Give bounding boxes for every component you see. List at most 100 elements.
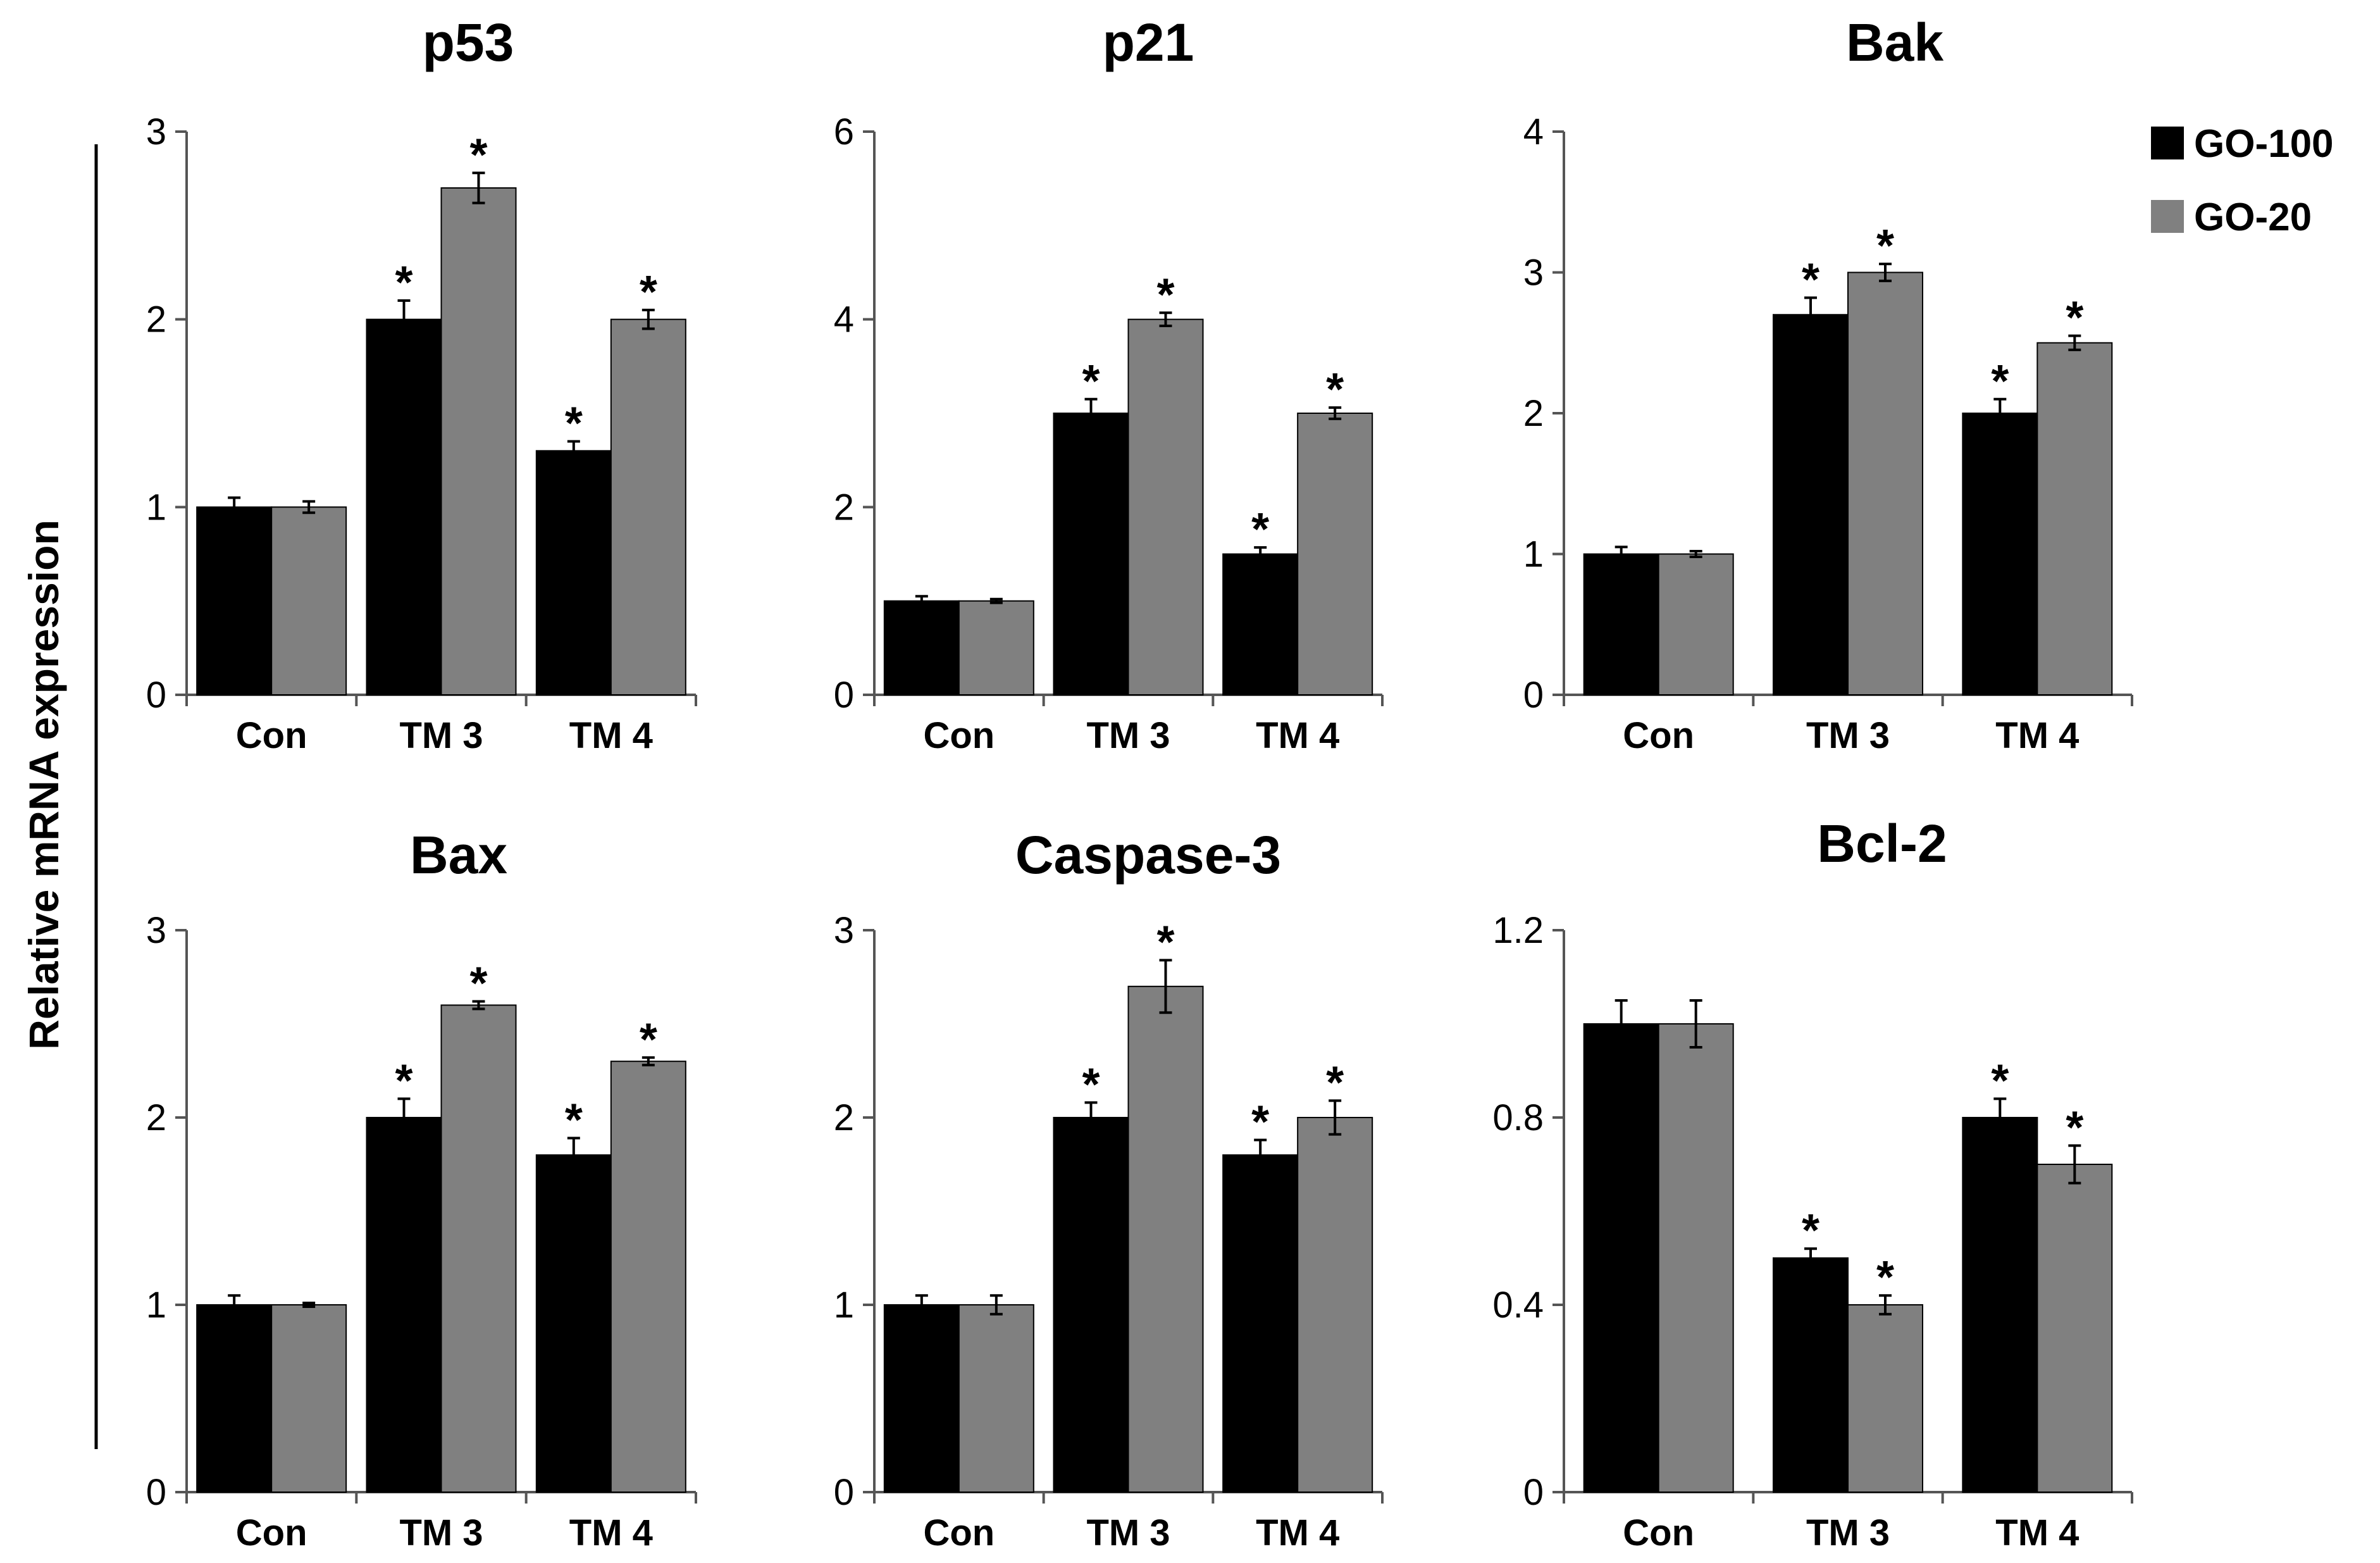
significance-marker: * bbox=[565, 399, 583, 449]
bar-go-100-tm-4 bbox=[1962, 413, 2038, 695]
bar-go-100-tm-4 bbox=[535, 1154, 612, 1493]
bar-go-20-tm-3 bbox=[1847, 271, 1923, 695]
y-tick-label: 2 bbox=[1523, 393, 1544, 434]
y-axis-label: Relative mRNA expression bbox=[20, 520, 67, 1050]
chart-panel-p21: p21 0 2 4 6 Con TM 3 * * TM 4 * * bbox=[834, 13, 1384, 756]
x-tick-label: TM 4 bbox=[1995, 715, 2079, 756]
y-tick-label: 0 bbox=[834, 675, 854, 716]
panel-title: Bax bbox=[410, 825, 507, 885]
y-tick-label: 2 bbox=[834, 487, 854, 528]
bar-go-20-tm-4 bbox=[2036, 342, 2113, 695]
legend-swatch-go-20 bbox=[2151, 200, 2184, 233]
bar-go-20-tm-3 bbox=[1127, 985, 1204, 1493]
x-tick-label: Con bbox=[236, 1512, 307, 1554]
x-tick-label: TM 4 bbox=[569, 715, 653, 756]
significance-marker: * bbox=[1082, 1059, 1100, 1110]
legend-label-go-20: GO-20 bbox=[2194, 196, 2312, 239]
significance-marker: * bbox=[1991, 356, 2009, 407]
y-tick-label: 1 bbox=[146, 487, 166, 528]
chart-panel-caspase-3: Caspase-3 0 1 2 3 Con TM 3 * * TM 4 * * bbox=[834, 825, 1384, 1554]
significance-marker: * bbox=[1802, 1205, 1819, 1256]
bar-go-20-tm-3 bbox=[440, 187, 517, 695]
x-tick-label: Con bbox=[923, 715, 995, 756]
bar-go-100-tm-3 bbox=[1773, 314, 1849, 695]
y-tick-label: 0 bbox=[1523, 675, 1544, 716]
legend-label-go-100: GO-100 bbox=[2194, 122, 2334, 166]
significance-marker: * bbox=[640, 267, 657, 318]
y-tick-label: 3 bbox=[146, 910, 166, 951]
y-tick-label: 1 bbox=[1523, 534, 1544, 575]
bar-go-100-con bbox=[1583, 1023, 1659, 1493]
significance-marker: * bbox=[1326, 1057, 1344, 1108]
panel-title: Bak bbox=[1846, 13, 1943, 72]
bar-go-100-tm-4 bbox=[535, 450, 612, 695]
bar-go-100-tm-4 bbox=[1222, 553, 1299, 695]
significance-marker: * bbox=[1991, 1055, 2009, 1106]
y-tick-label: 1.2 bbox=[1492, 910, 1544, 951]
x-tick-label: TM 4 bbox=[569, 1512, 653, 1554]
x-tick-label: Con bbox=[1623, 715, 1694, 756]
bar-go-100-con bbox=[883, 600, 960, 696]
y-tick-label: 0.8 bbox=[1492, 1097, 1544, 1138]
chart-panels: p53 0 1 2 3 Con TM 3 * * TM 4 * * p21 0 2 4 6 Con TM 3 * * TM… bbox=[146, 13, 2133, 1554]
x-tick-label: TM 3 bbox=[1086, 1512, 1170, 1554]
significance-marker: * bbox=[395, 1055, 412, 1106]
y-tick-label: 3 bbox=[1523, 252, 1544, 294]
significance-marker: * bbox=[565, 1095, 583, 1146]
bar-go-20-con bbox=[958, 1304, 1034, 1493]
bar-go-20-con bbox=[1658, 1023, 1734, 1493]
bar-go-100-tm-3 bbox=[366, 318, 442, 695]
significance-marker: * bbox=[1876, 221, 1894, 271]
bar-go-20-tm-4 bbox=[610, 318, 686, 695]
significance-marker: * bbox=[1802, 255, 1819, 306]
bar-go-20-tm-4 bbox=[1297, 413, 1373, 695]
bar-go-100-con bbox=[1583, 553, 1659, 695]
bar-go-20-tm-4 bbox=[610, 1061, 686, 1493]
bar-go-20-tm-3 bbox=[440, 1004, 517, 1493]
y-tick-label: 1 bbox=[146, 1285, 166, 1326]
y-tick-label: 3 bbox=[834, 910, 854, 951]
bar-go-20-tm-4 bbox=[2036, 1164, 2113, 1493]
significance-marker: * bbox=[2066, 293, 2083, 344]
x-tick-label: TM 3 bbox=[399, 715, 483, 756]
x-tick-label: Con bbox=[236, 715, 307, 756]
bar-go-100-con bbox=[196, 1304, 273, 1493]
y-tick-label: 0 bbox=[146, 1472, 166, 1513]
x-tick-label: TM 3 bbox=[399, 1512, 483, 1554]
panel-title: p21 bbox=[1103, 13, 1194, 72]
x-tick-label: TM 4 bbox=[1256, 715, 1339, 756]
significance-marker: * bbox=[1251, 504, 1269, 555]
bar-go-100-tm-3 bbox=[1053, 413, 1129, 695]
significance-marker: * bbox=[1082, 356, 1100, 407]
bar-go-20-con bbox=[1658, 553, 1734, 695]
y-tick-label: 0 bbox=[834, 1472, 854, 1513]
bar-go-100-con bbox=[196, 506, 273, 695]
y-tick-label: 4 bbox=[1523, 111, 1544, 153]
bar-go-20-con bbox=[958, 600, 1034, 696]
bar-go-20-con bbox=[271, 1304, 347, 1493]
significance-marker: * bbox=[469, 130, 487, 180]
bar-go-20-tm-4 bbox=[1297, 1117, 1373, 1493]
chart-panel-p53: p53 0 1 2 3 Con TM 3 * * TM 4 * * bbox=[146, 13, 697, 756]
panel-title: Caspase-3 bbox=[1015, 825, 1281, 885]
significance-marker: * bbox=[2066, 1102, 2083, 1153]
y-tick-label: 6 bbox=[834, 111, 854, 153]
bar-go-20-tm-3 bbox=[1127, 318, 1204, 695]
panel-title: p53 bbox=[423, 13, 514, 72]
y-tick-label: 4 bbox=[834, 299, 854, 340]
significance-marker: * bbox=[1156, 917, 1174, 968]
x-tick-label: Con bbox=[1623, 1512, 1694, 1554]
chart-panel-bax: Bax 0 1 2 3 Con TM 3 * * TM 4 * * bbox=[146, 825, 697, 1554]
bar-go-20-con bbox=[271, 506, 347, 695]
y-tick-label: 0 bbox=[1523, 1472, 1544, 1513]
y-tick-label: 0 bbox=[146, 675, 166, 716]
y-tick-label: 3 bbox=[146, 111, 166, 153]
significance-marker: * bbox=[1326, 364, 1344, 415]
y-tick-label: 0.4 bbox=[1492, 1285, 1544, 1326]
significance-marker: * bbox=[640, 1014, 657, 1065]
significance-marker: * bbox=[1251, 1097, 1269, 1148]
bar-go-100-tm-4 bbox=[1222, 1154, 1299, 1493]
x-tick-label: TM 4 bbox=[1995, 1512, 2079, 1554]
y-tick-label: 2 bbox=[146, 1097, 166, 1138]
